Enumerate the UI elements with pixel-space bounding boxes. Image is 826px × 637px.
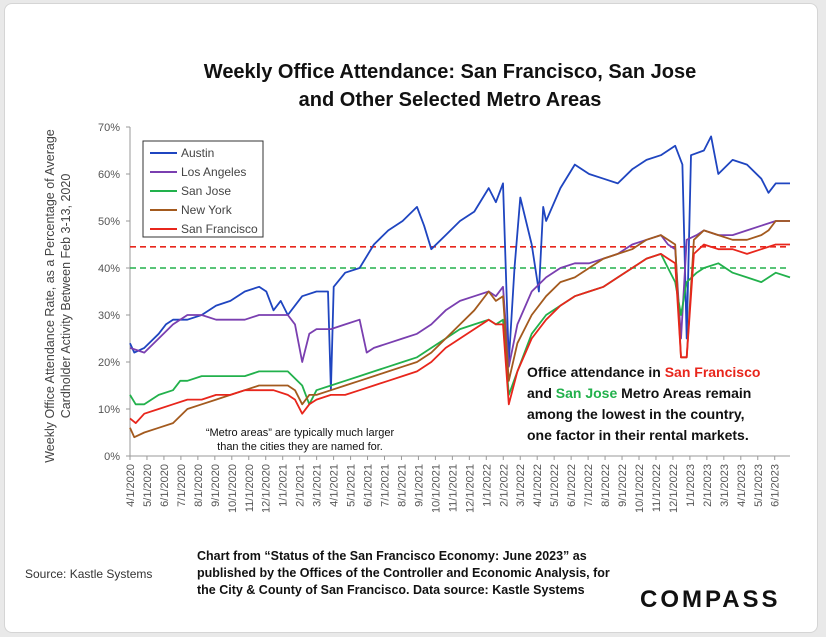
source-text: Source: Kastle Systems	[25, 567, 153, 581]
legend-label: New York	[181, 203, 233, 217]
series-line-san-jose	[129, 253, 791, 406]
x-tick-label: 12/1/2021	[464, 464, 476, 513]
x-tick-label: 1/1/2022	[481, 464, 493, 507]
annotation-line: one factor in their rental markets.	[527, 427, 749, 443]
x-tick-label: 12/1/2020	[261, 464, 273, 513]
legend-label: Los Angeles	[181, 165, 246, 179]
series-line-los-angeles	[129, 220, 790, 368]
x-tick-label: 2/1/2021	[295, 464, 307, 507]
y-tick-label: 50%	[98, 216, 120, 228]
legend-box	[142, 140, 264, 238]
metro-note: “Metro areas” are typically much larger t…	[206, 427, 395, 453]
x-tick-label: 6/1/2022	[566, 464, 578, 507]
x-tick-label: 3/1/2023	[719, 464, 731, 507]
annotation-span: and	[527, 385, 556, 401]
x-tick-label: 5/1/2020	[142, 464, 154, 507]
x-tick-label: 10/1/2020	[227, 464, 239, 513]
legend-label: Austin	[181, 146, 214, 160]
x-tick-label: 11/1/2020	[244, 464, 256, 512]
x-tick-label: 1/1/2023	[685, 464, 697, 507]
note-line: than the cities they are named for.	[217, 441, 383, 453]
legend-label: San Jose	[181, 184, 231, 198]
chart-caption: Chart from “Status of the San Francisco …	[197, 548, 610, 599]
annotation-line: Office attendance in San Francisco	[527, 364, 760, 380]
series-lines	[129, 135, 791, 439]
x-tick-label: 6/1/2023	[770, 464, 782, 507]
y-tick-label: 20%	[98, 357, 120, 369]
x-tick-label: 4/1/2023	[736, 464, 748, 507]
reference-lines	[130, 246, 790, 269]
x-tick-label: 7/1/2021	[379, 464, 391, 507]
x-tick-label: 4/1/2020	[125, 464, 137, 507]
x-tick-label: 1/1/2021	[278, 464, 290, 507]
y-tick-label: 60%	[98, 169, 120, 181]
caption-line3: the City & County of San Francisco. Data…	[197, 583, 585, 597]
chart-title: Weekly Office Attendance: San Francisco,…	[100, 58, 800, 114]
x-tick-label: 11/1/2021	[447, 464, 459, 512]
y-tick-label: 0%	[104, 451, 120, 463]
annotation-span: San Francisco	[665, 364, 761, 380]
x-tick-label: 4/1/2021	[329, 464, 341, 507]
x-tick-label: 2/1/2023	[702, 464, 714, 507]
annotation-line: among the lowest in the country,	[527, 406, 745, 422]
x-tick-label: 6/1/2021	[363, 464, 375, 507]
y-tick-label: 70%	[98, 122, 120, 134]
compass-logo: COMPASS	[640, 586, 781, 613]
y-tick-label: 30%	[98, 310, 120, 322]
annotation: Office attendance in San Francisco and Sa…	[527, 364, 760, 443]
axes: 0% 10% 20% 30% 40% 50% 60% 70% 4/1/2020 5/1/2020 6…	[98, 122, 790, 513]
x-tick-label: 9/1/2021	[413, 464, 425, 507]
x-tick-label: 12/1/2022	[668, 464, 680, 513]
y-tick-label: 40%	[98, 263, 120, 275]
note-line: “Metro areas” are typically much larger	[206, 427, 395, 439]
series-line-san-francisco	[129, 243, 790, 424]
annotation-span: San Jose	[556, 385, 618, 401]
annotation-line: and San Jose Metro Areas remain	[527, 385, 751, 401]
legend-label: San Francisco	[181, 222, 258, 236]
caption-line2: published by the Offices of the Controll…	[197, 566, 610, 580]
x-tick-label: 7/1/2020	[176, 464, 188, 507]
caption-line1: Chart from “Status of the San Francisco …	[197, 549, 587, 563]
chart-title-line2: and Other Selected Metro Areas	[298, 89, 602, 111]
x-tick-label: 3/1/2022	[515, 464, 527, 507]
x-tick-label: 9/1/2020	[210, 464, 222, 507]
x-tick-label: 10/1/2022	[634, 464, 646, 513]
x-tick-label: 2/1/2022	[498, 464, 510, 507]
x-tick-label: 8/1/2021	[396, 464, 408, 507]
chart-title-line1: Weekly Office Attendance: San Francisco,…	[203, 61, 697, 83]
x-tick-label: 5/1/2022	[549, 464, 561, 507]
x-tick-label: 8/1/2022	[600, 464, 612, 507]
x-tick-label: 7/1/2022	[583, 464, 595, 507]
annotation-span: Metro Areas remain	[617, 385, 751, 401]
x-tick-label: 5/1/2023	[753, 464, 765, 507]
x-tick-label: 8/1/2020	[193, 464, 205, 507]
y-tick-label: 10%	[98, 404, 120, 416]
x-tick-label: 3/1/2021	[312, 464, 324, 507]
x-tick-label: 11/1/2022	[651, 464, 663, 512]
legend: Austin Los Angeles San Jose New York San Fra…	[142, 140, 264, 238]
x-tick-label: 6/1/2020	[159, 464, 171, 507]
x-tick-label: 10/1/2021	[430, 464, 442, 513]
annotation-span: Office attendance in	[527, 364, 665, 380]
x-tick-label: 5/1/2021	[346, 464, 358, 507]
series-line-austin	[129, 135, 790, 392]
x-tick-label: 9/1/2022	[617, 464, 629, 507]
x-tick-label: 4/1/2022	[532, 464, 544, 507]
